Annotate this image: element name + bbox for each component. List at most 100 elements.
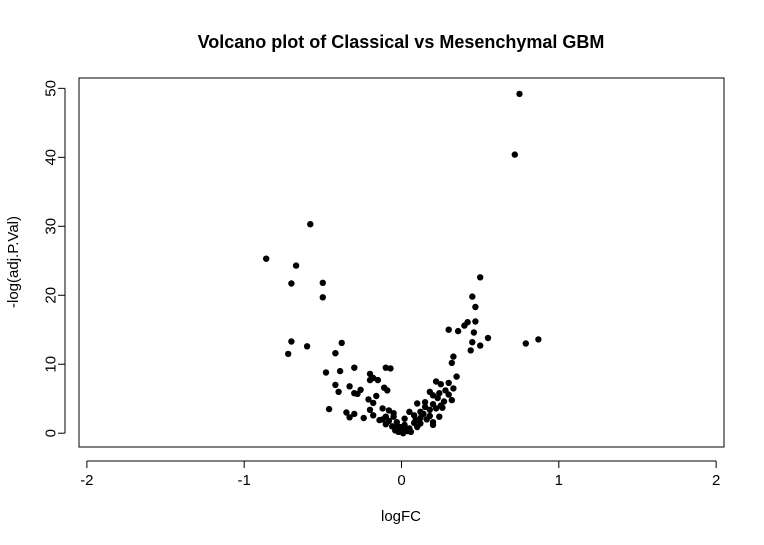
y-tick-label: 20 (43, 287, 60, 304)
data-point (535, 336, 542, 343)
data-point (385, 407, 393, 414)
data-point (426, 406, 433, 413)
data-point (432, 378, 440, 385)
data-point (477, 342, 484, 349)
data-point (472, 303, 479, 311)
data-point (421, 399, 429, 406)
x-axis-label: logFC (381, 508, 421, 525)
data-point (335, 388, 342, 395)
data-point (332, 381, 339, 389)
data-point (470, 329, 478, 336)
data-point (382, 364, 389, 371)
data-point (450, 353, 457, 360)
data-point (354, 390, 361, 398)
data-point (454, 327, 462, 335)
data-point (420, 410, 427, 418)
data-point (319, 294, 326, 301)
data-point (516, 90, 523, 98)
chart-title: Volcano plot of Classical vs Mesenchymal… (198, 32, 605, 52)
data-point (426, 412, 433, 420)
data-point (370, 412, 377, 419)
y-axis-label: -log(adj.P.Val) (5, 216, 22, 308)
x-tick-label: 2 (712, 472, 720, 489)
plot-area-border (78, 77, 725, 448)
data-point (338, 339, 345, 347)
data-point (453, 373, 460, 380)
data-point (336, 367, 344, 375)
data-point (288, 338, 295, 345)
data-point (376, 416, 383, 424)
data-point (379, 405, 386, 412)
data-point (332, 350, 339, 357)
data-points (263, 90, 542, 437)
data-point (366, 406, 374, 413)
data-point (437, 381, 444, 388)
data-point (469, 293, 476, 300)
data-point (436, 413, 443, 420)
data-point (370, 399, 377, 407)
data-point (448, 359, 455, 367)
y-tick-label: 10 (43, 356, 60, 373)
data-point (285, 350, 292, 358)
y-tick-label: 50 (43, 80, 60, 97)
data-point (390, 413, 397, 420)
data-point (421, 403, 429, 411)
data-point (403, 425, 410, 433)
data-point (392, 427, 399, 434)
data-point (472, 318, 479, 325)
data-point (351, 364, 358, 371)
data-point (319, 279, 326, 286)
data-point (417, 420, 424, 427)
data-point (303, 343, 311, 350)
data-point (445, 379, 452, 387)
data-point (396, 423, 404, 431)
data-point (439, 404, 446, 411)
data-point (522, 340, 529, 347)
data-point (322, 369, 330, 376)
data-point (467, 347, 474, 354)
data-point (477, 274, 484, 281)
data-point (374, 376, 382, 384)
data-point (429, 421, 437, 429)
data-point (407, 428, 415, 435)
data-point (373, 392, 380, 400)
y-tick-label: 30 (43, 218, 60, 235)
data-point (360, 414, 367, 422)
y-tick-label: 40 (43, 149, 60, 166)
x-tick-label: -1 (238, 472, 251, 489)
data-point (511, 151, 518, 158)
x-tick-label: 0 (397, 472, 405, 489)
data-point (346, 383, 353, 390)
data-point (343, 409, 350, 416)
data-point (393, 419, 400, 426)
data-point (414, 400, 421, 407)
data-point (469, 339, 476, 346)
x-tick-label: 1 (555, 472, 563, 489)
data-point (346, 414, 353, 421)
data-point (484, 334, 492, 342)
data-point (406, 408, 413, 415)
data-point (445, 326, 452, 333)
y-axis: 0 10 20 30 40 50 (43, 80, 66, 437)
data-point (464, 319, 471, 326)
data-point (429, 392, 437, 399)
x-tick-label: -2 (80, 472, 93, 489)
data-point (325, 405, 333, 413)
data-point (288, 280, 295, 287)
data-point (450, 385, 457, 392)
data-point (365, 396, 372, 403)
data-point (263, 255, 270, 262)
data-point (448, 396, 455, 404)
y-tick-label: 0 (43, 429, 60, 437)
x-axis: -2 -1 0 1 2 (80, 460, 720, 489)
data-point (382, 421, 389, 428)
data-point (387, 365, 394, 372)
data-point (442, 387, 449, 394)
data-point (307, 221, 314, 228)
data-point (436, 390, 443, 397)
data-point (366, 376, 374, 384)
data-point (382, 413, 389, 420)
data-point (401, 415, 408, 422)
data-point (351, 410, 358, 418)
